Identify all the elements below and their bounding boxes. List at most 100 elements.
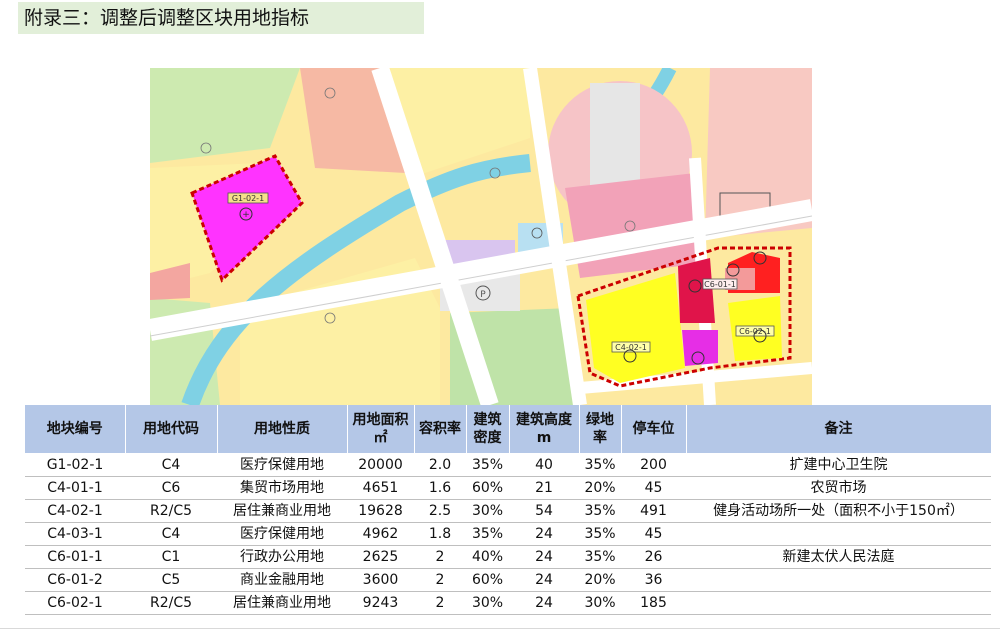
table-row: C4-03-1 C4 医疗保健用地 4962 1.8 35% 24 35% 45 bbox=[25, 522, 991, 546]
header-green-ratio: 绿地 率 bbox=[579, 405, 622, 454]
cell-parking: 491 bbox=[621, 499, 686, 523]
cell-land-code: C5 bbox=[125, 568, 217, 592]
cell-land-code: R2/C5 bbox=[125, 591, 217, 615]
cell-land-use: 医疗保健用地 bbox=[217, 453, 347, 477]
land-use-map: G1-02-1 + C4-02-1 C6-01-1 C6-02-1 P bbox=[150, 68, 812, 405]
cell-far: 2 bbox=[414, 568, 466, 592]
header-density: 建筑 密度 bbox=[466, 405, 510, 454]
cell-density: 60% bbox=[466, 476, 509, 500]
plot-c4-01-1 bbox=[678, 258, 715, 323]
cell-remarks bbox=[686, 591, 991, 615]
hospital-small-icon bbox=[691, 351, 705, 365]
finance-icon bbox=[753, 251, 767, 265]
r2-symbol-icon bbox=[489, 167, 501, 179]
plot-c6-01-1-label: C6-01-1 bbox=[704, 280, 736, 289]
table-row: C6-01-1 C1 行政办公用地 2625 2 40% 24 35% 26 新建太伏人民法庭 bbox=[25, 545, 991, 569]
cell-plot-id: C4-01-1 bbox=[25, 476, 125, 500]
cell-far: 2.0 bbox=[414, 453, 466, 477]
header-land-use: 用地性质 bbox=[217, 405, 348, 454]
cell-land-code: C6 bbox=[125, 476, 217, 500]
cell-green-ratio: 35% bbox=[579, 499, 621, 523]
residential-block-n bbox=[390, 68, 530, 178]
green-area-nw bbox=[150, 68, 300, 163]
cell-parking: 45 bbox=[621, 522, 686, 546]
cell-green-ratio: 35% bbox=[579, 453, 621, 477]
cell-density: 30% bbox=[466, 499, 509, 523]
commercial-block-e bbox=[705, 68, 812, 238]
cell-area: 4651 bbox=[347, 476, 414, 500]
market-icon bbox=[688, 279, 702, 293]
cell-height: 54 bbox=[509, 499, 579, 523]
cell-green-ratio: 35% bbox=[579, 522, 621, 546]
cell-land-use: 居住兼商业用地 bbox=[217, 499, 347, 523]
cell-plot-id: C4-03-1 bbox=[25, 522, 125, 546]
cell-plot-id: C6-01-2 bbox=[25, 568, 125, 592]
cell-density: 30% bbox=[466, 591, 509, 615]
table-row: G1-02-1 C4 医疗保健用地 20000 2.0 35% 40 35% 200 扩建中心卫生… bbox=[25, 453, 991, 477]
cell-land-use: 行政办公用地 bbox=[217, 545, 347, 569]
cell-parking: 45 bbox=[621, 476, 686, 500]
cell-far: 2 bbox=[414, 591, 466, 615]
cell-area: 20000 bbox=[347, 453, 414, 477]
cell-green-ratio: 20% bbox=[579, 568, 621, 592]
cell-land-use: 商业金融用地 bbox=[217, 568, 347, 592]
cell-density: 40% bbox=[466, 545, 509, 569]
cell-plot-id: C6-02-1 bbox=[25, 591, 125, 615]
header-far: 容积率 bbox=[414, 405, 467, 454]
river bbox=[181, 154, 531, 405]
cell-area: 4962 bbox=[347, 522, 414, 546]
cell-height: 24 bbox=[509, 522, 579, 546]
plot-c4-03-1 bbox=[682, 330, 718, 366]
plot-c4-02-1 bbox=[586, 273, 685, 383]
cell-land-use: 集贸市场用地 bbox=[217, 476, 347, 500]
header-remarks: 备注 bbox=[686, 405, 992, 454]
cell-green-ratio: 30% bbox=[579, 591, 621, 615]
cell-density: 35% bbox=[466, 522, 509, 546]
cell-plot-id: G1-02-1 bbox=[25, 453, 125, 477]
commercial-block-w bbox=[150, 263, 190, 300]
r2-symbol-icon bbox=[324, 312, 336, 324]
cell-remarks: 健身活动场所一处（面积不小于150㎡） bbox=[686, 499, 991, 523]
cell-height: 40 bbox=[509, 453, 579, 477]
cell-area: 19628 bbox=[347, 499, 414, 523]
header-area: 用地面积 ㎡ bbox=[347, 405, 415, 454]
header-land-code: 用地代码 bbox=[125, 405, 218, 454]
header-parking: 停车位 bbox=[621, 405, 687, 454]
cell-plot-id: C6-01-1 bbox=[25, 545, 125, 569]
bottom-divider bbox=[0, 628, 1000, 629]
cell-area: 3600 bbox=[347, 568, 414, 592]
parking-icon bbox=[475, 285, 491, 301]
cell-remarks bbox=[686, 568, 991, 592]
cell-remarks: 新建太伏人民法庭 bbox=[686, 545, 991, 569]
cell-far: 1.8 bbox=[414, 522, 466, 546]
cell-land-use: 医疗保健用地 bbox=[217, 522, 347, 546]
cell-height: 24 bbox=[509, 568, 579, 592]
header-height: 建筑高度 m bbox=[509, 405, 580, 454]
plaza-gray-block bbox=[590, 83, 640, 193]
page-title-text: 附录三：调整后调整区块用地指标 bbox=[24, 7, 310, 29]
table-row: C6-01-2 C5 商业金融用地 3600 2 60% 24 20% 36 bbox=[25, 568, 991, 592]
cell-far: 2 bbox=[414, 545, 466, 569]
residential-commercial-icon bbox=[623, 349, 637, 363]
cell-parking: 36 bbox=[621, 568, 686, 592]
plot-c4-02-1-label: C4-02-1 bbox=[615, 343, 647, 352]
cell-plot-id: C4-02-1 bbox=[25, 499, 125, 523]
cell-land-code: C4 bbox=[125, 453, 217, 477]
cell-parking: 185 bbox=[621, 591, 686, 615]
cell-area: 9243 bbox=[347, 591, 414, 615]
hospital-icon bbox=[239, 207, 253, 221]
commercial-symbol-icon bbox=[624, 220, 636, 232]
cell-remarks: 农贸市场 bbox=[686, 476, 991, 500]
plot-c6-02-1-label: C6-02-1 bbox=[739, 327, 771, 336]
road-ns-center bbox=[523, 68, 587, 405]
residential-commercial-icon bbox=[753, 329, 767, 343]
cell-remarks bbox=[686, 522, 991, 546]
cell-green-ratio: 35% bbox=[579, 545, 621, 569]
cell-far: 1.6 bbox=[414, 476, 466, 500]
adjusted-zone-se bbox=[576, 246, 792, 388]
cell-density: 60% bbox=[466, 568, 509, 592]
parking-glyph: P bbox=[480, 290, 486, 300]
cell-land-code: C4 bbox=[125, 522, 217, 546]
land-index-table: 地块编号 用地代码 用地性质 用地面积 ㎡ 容积率 建筑 密度 建筑高度 m 绿… bbox=[25, 405, 992, 615]
commercial-block-n bbox=[300, 68, 405, 173]
